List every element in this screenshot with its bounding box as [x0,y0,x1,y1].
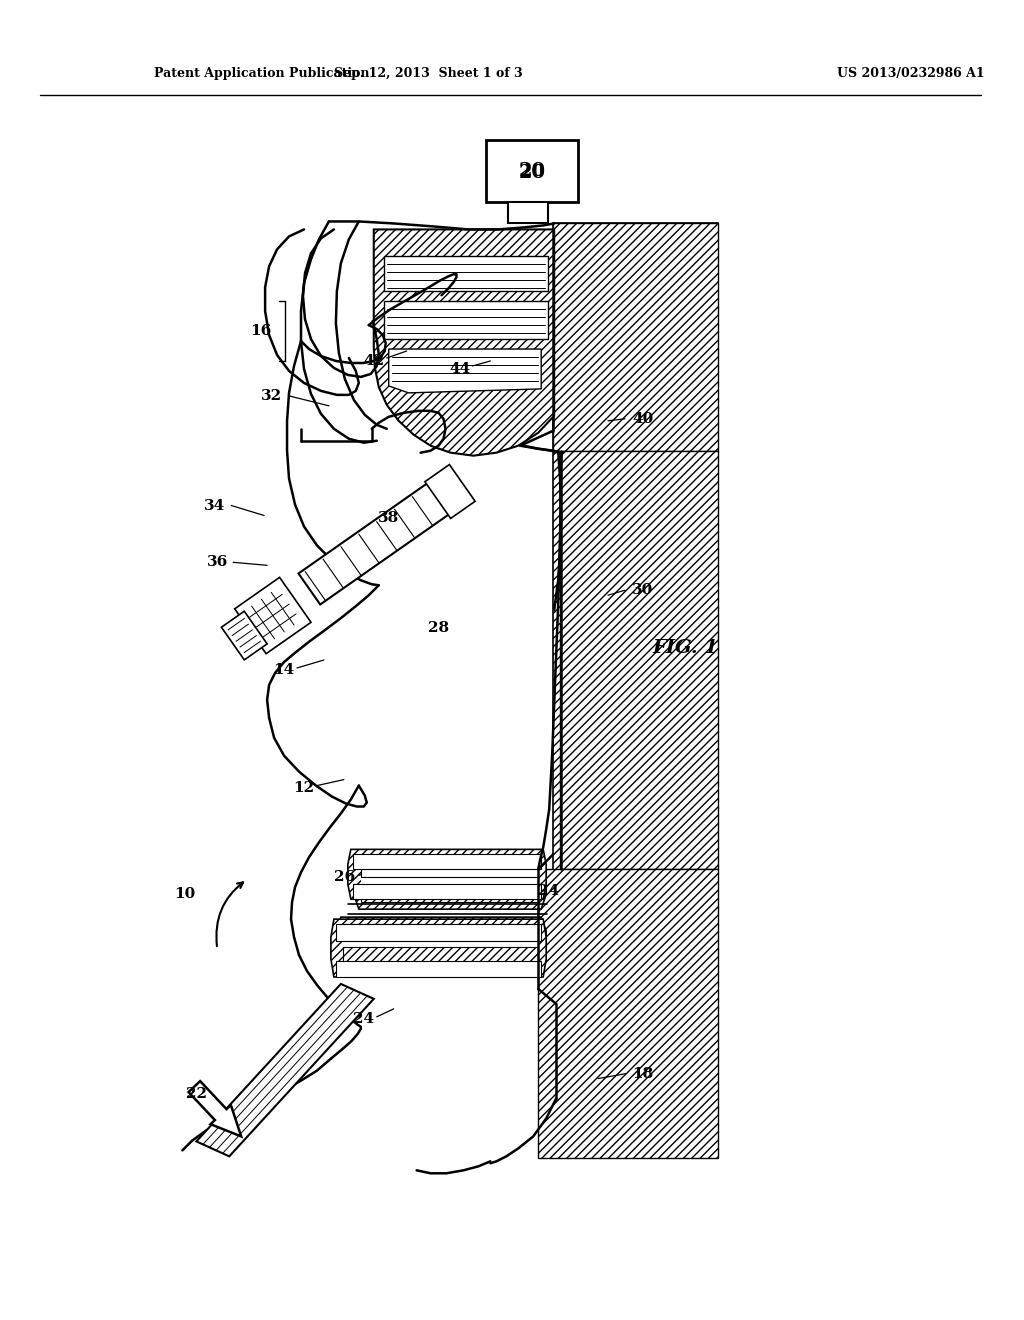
Polygon shape [560,450,718,870]
Text: 12: 12 [294,780,314,795]
Polygon shape [384,256,548,292]
Polygon shape [197,983,374,1156]
Polygon shape [354,854,546,909]
Polygon shape [353,884,542,899]
Polygon shape [336,961,542,977]
Polygon shape [348,849,546,899]
Text: 28: 28 [428,622,450,635]
Text: US 2013/0232986 A1: US 2013/0232986 A1 [838,67,985,81]
Text: Patent Application Publication: Patent Application Publication [155,67,370,81]
Polygon shape [360,862,539,878]
Text: 16: 16 [251,325,271,338]
Polygon shape [425,465,475,519]
Text: 10: 10 [174,887,195,902]
Text: 24: 24 [353,1012,375,1026]
Polygon shape [343,924,539,968]
Text: 26: 26 [334,870,355,884]
Text: 20: 20 [519,164,546,182]
Polygon shape [553,223,718,1159]
Text: 40: 40 [632,412,653,426]
Polygon shape [384,301,548,339]
Polygon shape [360,862,539,902]
Polygon shape [374,230,554,455]
Polygon shape [389,348,542,393]
Polygon shape [353,854,542,870]
Polygon shape [553,223,718,450]
Text: 20: 20 [519,161,546,180]
Polygon shape [221,611,267,660]
Polygon shape [188,1081,242,1137]
Text: 14: 14 [273,663,295,677]
Text: Sep. 12, 2013  Sheet 1 of 3: Sep. 12, 2013 Sheet 1 of 3 [334,67,523,81]
Polygon shape [360,886,539,902]
Polygon shape [539,870,718,1159]
Text: 30: 30 [632,583,653,597]
Text: 42: 42 [364,354,384,368]
Text: 34: 34 [204,499,225,512]
Text: 44: 44 [450,362,471,376]
Polygon shape [234,577,311,653]
Text: 22: 22 [185,1086,207,1101]
Text: 24: 24 [538,884,559,898]
Polygon shape [331,919,546,977]
Polygon shape [486,140,579,202]
Polygon shape [298,477,459,605]
Text: 38: 38 [378,511,399,525]
Text: 32: 32 [260,389,282,403]
Text: FIG. 1: FIG. 1 [653,639,719,657]
Polygon shape [508,202,548,223]
Polygon shape [336,924,542,941]
Polygon shape [343,924,539,939]
Polygon shape [343,946,539,968]
Text: 36: 36 [207,556,228,569]
Polygon shape [336,917,546,974]
Text: 18: 18 [632,1067,653,1081]
